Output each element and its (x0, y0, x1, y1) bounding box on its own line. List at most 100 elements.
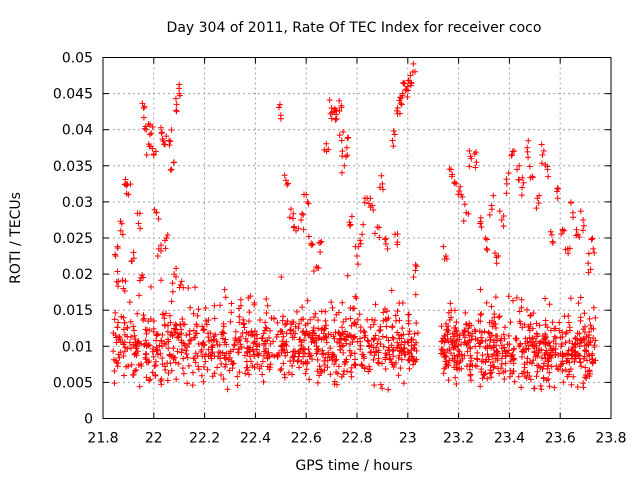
data-point (401, 351, 408, 358)
data-point-high (407, 79, 414, 86)
data-point (211, 315, 218, 322)
data-point-high (332, 116, 339, 123)
data-point-high (112, 251, 119, 258)
data-point (488, 303, 495, 310)
data-point-high (308, 240, 315, 247)
data-point-high (446, 166, 453, 173)
data-point (226, 350, 233, 357)
data-point (477, 383, 484, 390)
data-point-high (317, 249, 324, 256)
data-point (277, 367, 284, 374)
data-point (133, 352, 140, 359)
data-point (461, 328, 468, 335)
data-point (195, 306, 202, 313)
data-point (380, 343, 387, 350)
data-point (400, 380, 407, 387)
data-point (150, 353, 157, 360)
data-point (484, 375, 491, 382)
data-point-high (155, 215, 162, 222)
data-point (280, 333, 287, 340)
data-point (281, 374, 288, 381)
data-point (487, 367, 494, 374)
data-point (395, 332, 402, 339)
data-point-high (540, 147, 547, 154)
data-point (230, 360, 237, 367)
data-point (560, 379, 567, 386)
data-point (121, 319, 128, 326)
data-point (343, 333, 350, 340)
data-point (540, 375, 547, 382)
data-point-high (122, 278, 129, 285)
data-point (566, 324, 573, 331)
data-point-high (525, 154, 532, 161)
data-point (184, 354, 191, 361)
data-point (333, 381, 340, 388)
data-point (198, 348, 205, 355)
data-point (548, 363, 555, 370)
x-tick-label: 23 (399, 431, 417, 447)
data-point (382, 366, 389, 373)
data-point (251, 351, 258, 358)
data-point-high (404, 87, 411, 94)
data-point (128, 361, 135, 368)
data-point (192, 284, 199, 291)
data-point-high (357, 240, 364, 247)
data-point (244, 338, 251, 345)
data-point (149, 348, 156, 355)
data-point (473, 363, 480, 370)
data-point (340, 318, 347, 325)
data-point-high (568, 199, 575, 206)
data-point (510, 345, 517, 352)
data-point (237, 333, 244, 340)
data-point-high (285, 180, 292, 187)
data-point (208, 355, 215, 362)
data-point (317, 366, 324, 373)
data-point (344, 272, 351, 279)
data-point-high (114, 245, 121, 252)
data-point (123, 363, 130, 370)
data-point (547, 352, 554, 359)
data-point-high (136, 210, 143, 217)
data-point (140, 312, 147, 319)
data-point (546, 339, 553, 346)
data-point-high (338, 102, 345, 109)
data-point (119, 338, 126, 345)
data-point (267, 340, 274, 347)
data-point-high (500, 212, 507, 219)
data-point (543, 347, 550, 354)
data-point (530, 357, 537, 364)
data-point (311, 330, 318, 337)
data-point-high (379, 180, 386, 187)
data-point (292, 347, 299, 354)
data-point (531, 348, 538, 355)
data-point (342, 316, 349, 323)
data-point (263, 295, 270, 302)
data-point-high (413, 263, 420, 270)
data-point (542, 334, 549, 341)
data-point (559, 329, 566, 336)
data-point (128, 345, 135, 352)
data-point (390, 353, 397, 360)
x-tick-label: 22.2 (189, 431, 220, 447)
data-point-high (367, 204, 374, 211)
data-point (159, 355, 166, 362)
data-point (458, 341, 465, 348)
data-point (311, 339, 318, 346)
data-point (285, 369, 292, 376)
x-tick-label: 22 (145, 431, 163, 447)
data-point (168, 298, 175, 305)
data-point-high (118, 220, 125, 227)
data-point (152, 358, 159, 365)
data-point (478, 334, 485, 341)
data-point-high (412, 261, 419, 268)
data-point (590, 304, 597, 311)
data-point-high (573, 226, 580, 233)
data-point (532, 338, 539, 345)
data-point (414, 329, 421, 336)
data-point (333, 356, 340, 363)
data-point-high (355, 261, 362, 268)
data-point (378, 360, 385, 367)
data-point (333, 369, 340, 376)
data-point (498, 345, 505, 352)
data-point (322, 317, 329, 324)
